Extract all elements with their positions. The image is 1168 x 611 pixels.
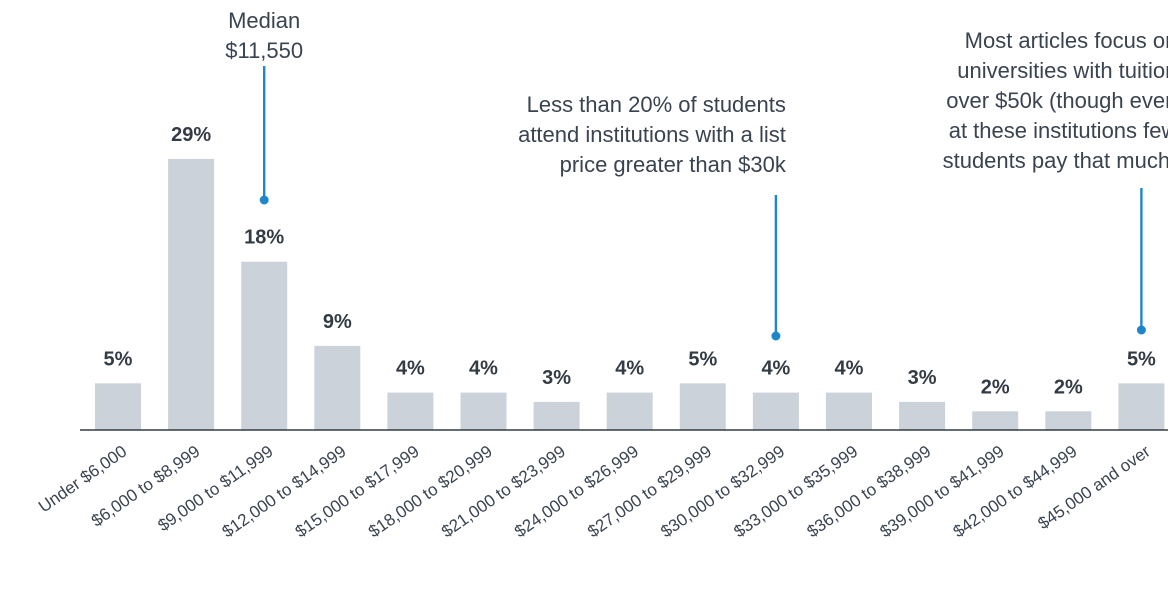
- x-tick-label-7: $21,000 to $23,999: [438, 442, 569, 542]
- x-tick-label-13: $39,000 to $41,999: [877, 442, 1008, 542]
- annotation-3-line-1: Most articles focus on: [965, 28, 1168, 53]
- bar-3: [241, 261, 288, 430]
- bar-9: [679, 383, 726, 431]
- annotation-2-line-3: price greater than $30k: [560, 152, 787, 177]
- annotation-1: Median $11,550: [225, 8, 303, 205]
- bar-13: [972, 411, 1019, 430]
- value-label-1: 5%: [104, 348, 133, 370]
- value-labels-group: 5% 29% 18% 9% 4% 4% 3% 4% 5% 4% 4% 3% 2% 2% 5%: [104, 124, 1157, 398]
- value-label-5: 4%: [396, 358, 425, 380]
- annotation-3-line-4: at these institutions few: [949, 118, 1168, 143]
- value-label-9: 5%: [688, 348, 717, 370]
- bar-7: [533, 401, 580, 430]
- x-tick-label-14: $42,000 to $44,999: [950, 442, 1081, 542]
- bar-5: [387, 392, 434, 430]
- value-label-2: 29%: [171, 124, 211, 146]
- value-label-14: 2%: [1054, 376, 1083, 398]
- bar-15: [1118, 383, 1165, 431]
- annotation-2: Less than 20% of students attend institut…: [518, 92, 787, 341]
- bar-12: [899, 401, 946, 430]
- bar-11: [826, 392, 872, 430]
- annotations-group: Median $11,550 Less than 20% of students at…: [225, 8, 1168, 341]
- value-label-3: 18%: [244, 227, 284, 249]
- value-label-15: 5%: [1127, 348, 1156, 370]
- value-label-6: 4%: [469, 358, 498, 380]
- bar-2: [168, 158, 215, 430]
- value-label-11: 4%: [835, 358, 864, 380]
- annotation-3-line-3: over $50k (though even: [946, 88, 1168, 113]
- x-tick-label-4: $12,000 to $14,999: [219, 442, 350, 542]
- annotation-1-line-1: Median: [228, 8, 300, 33]
- value-label-12: 3%: [908, 367, 937, 389]
- x-tick-label-8: $24,000 to $26,999: [511, 442, 642, 542]
- x-tick-label-10: $30,000 to $32,999: [657, 442, 788, 542]
- x-tick-labels-group: Under $6,000$6,000 to $8,999$9,000 to $1…: [35, 442, 1154, 542]
- bar-14: [1045, 411, 1092, 430]
- annotation-3-line-2: universities with tuition: [957, 58, 1168, 83]
- x-tick-label-5: $15,000 to $17,999: [292, 442, 423, 542]
- x-tick-label-9: $27,000 to $29,999: [584, 442, 715, 542]
- bar-4: [314, 345, 361, 430]
- bar-1: [95, 383, 141, 431]
- bar-10: [752, 392, 799, 430]
- value-label-8: 4%: [615, 358, 644, 380]
- annotation-2-line-1: Less than 20% of students: [527, 92, 786, 117]
- annotation-2-line-2: attend institutions with a list: [518, 122, 786, 147]
- annotation-3-line-5: students pay that much): [943, 148, 1168, 173]
- annotation-1-marker-dot: [259, 195, 269, 205]
- value-label-7: 3%: [542, 367, 571, 389]
- x-tick-label-12: $36,000 to $38,999: [803, 442, 934, 542]
- value-label-13: 2%: [981, 376, 1010, 398]
- value-label-10: 4%: [761, 358, 790, 380]
- annotation-1-line-2: $11,550: [225, 38, 303, 63]
- value-label-4: 9%: [323, 311, 352, 333]
- x-tick-label-6: $18,000 to $20,999: [365, 442, 496, 542]
- bar-6: [460, 392, 507, 430]
- bars-group: [95, 158, 1165, 431]
- annotation-3: Most articles focus on universities with …: [943, 28, 1168, 335]
- annotation-3-marker-dot: [1136, 325, 1146, 335]
- bar-8: [606, 392, 653, 430]
- annotation-2-marker-dot: [771, 331, 781, 341]
- x-tick-label-11: $33,000 to $35,999: [730, 442, 861, 542]
